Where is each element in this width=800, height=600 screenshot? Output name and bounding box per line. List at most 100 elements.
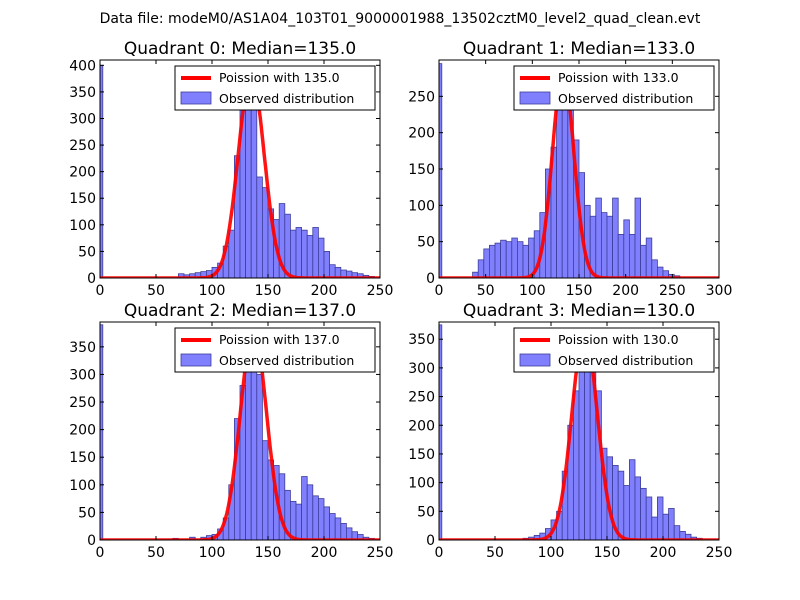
legend-bar-label: Observed distribution <box>219 91 354 106</box>
figure-suptitle: Data file: modeM0/AS1A04_103T01_90000019… <box>100 11 701 27</box>
histogram-bar <box>323 251 330 278</box>
x-tick-label: 100 <box>519 283 546 299</box>
legend-bar-swatch <box>180 353 212 367</box>
y-tick-label: 400 <box>69 58 96 74</box>
x-tick-label: 200 <box>311 545 338 561</box>
poisson-curve <box>100 328 380 540</box>
quadrant-panels: Quadrant 0: Median=135.0 0 50 100 150 200 250 0… <box>69 39 732 561</box>
y-tick-label: 200 <box>69 165 96 181</box>
legend-curve-label: Poission with 137.0 <box>219 332 340 347</box>
histogram-bar <box>329 513 336 540</box>
histogram-bar <box>573 390 580 540</box>
y-tick-label: 300 <box>408 361 435 377</box>
x-tick-label: 50 <box>477 283 495 299</box>
histogram-bar <box>662 513 669 540</box>
y-tick-label: 250 <box>408 89 435 105</box>
histogram-bar <box>100 324 104 540</box>
histogram-bar <box>345 527 353 540</box>
axes-frame <box>99 321 381 541</box>
y-tick-label: 350 <box>69 340 96 356</box>
y-tick-label: 50 <box>417 504 435 520</box>
histogram-bar <box>289 500 297 540</box>
histogram-bar <box>623 219 630 278</box>
histogram-bar <box>651 259 658 278</box>
y-tick-label: 0 <box>87 533 96 549</box>
quadrant-1-title: Quadrant 1: Median=133.0 <box>463 39 695 59</box>
histogram-bar <box>623 485 630 540</box>
histogram-bar <box>250 80 258 278</box>
y-tick-label: 250 <box>69 138 96 154</box>
plot-area <box>439 63 719 278</box>
histogram-bar <box>673 525 681 540</box>
poisson-curve <box>100 72 380 278</box>
histogram-bar <box>256 176 263 278</box>
histogram-bar <box>517 241 524 278</box>
y-tick-label: 100 <box>69 218 96 234</box>
y-tick-label: 100 <box>408 476 435 492</box>
legend-bar-label: Observed distribution <box>219 353 354 368</box>
y-tick-label: 200 <box>408 418 435 434</box>
y-tick-label: 150 <box>69 191 96 207</box>
poisson-curve <box>439 69 719 278</box>
histogram-bar <box>301 229 308 278</box>
histogram-bar <box>595 197 602 278</box>
histogram-bar <box>617 233 625 278</box>
y-tick-label: 300 <box>69 111 96 127</box>
x-tick-label: 200 <box>650 545 677 561</box>
histogram-bar <box>306 235 314 278</box>
histogram-bar <box>578 367 585 540</box>
histogram-bar <box>261 440 269 540</box>
y-tick-label: 100 <box>408 198 435 214</box>
histogram-bar <box>640 487 647 540</box>
x-tick-label: 250 <box>367 283 394 299</box>
y-tick-label: 150 <box>408 447 435 463</box>
quadrant-3-chart: Quadrant 3: Median=130.0 0 50 100 150 200 250 0… <box>408 301 732 561</box>
axes-frame <box>99 59 381 279</box>
x-tick-label: 250 <box>659 283 686 299</box>
histogram-bar <box>306 484 314 540</box>
histogram-bar <box>556 95 563 278</box>
histogram-bar <box>505 241 513 278</box>
quadrant-0-title: Quadrant 0: Median=135.0 <box>124 39 356 59</box>
x-tick-label: 150 <box>566 283 593 299</box>
histogram-bar <box>645 237 653 278</box>
x-tick-label: 0 <box>96 283 105 299</box>
histogram-bar <box>340 523 347 540</box>
x-tick-label: 150 <box>255 545 282 561</box>
histogram-bar <box>612 197 619 278</box>
x-tick-label: 300 <box>706 283 733 299</box>
histogram-bar <box>494 242 501 278</box>
x-tick-label: 200 <box>612 283 639 299</box>
y-tick-label: 0 <box>87 271 96 287</box>
legend: Poission with 133.0 Observed distribution <box>513 65 715 111</box>
legend-curve-label: Poission with 135.0 <box>219 70 340 85</box>
histogram-bar <box>329 264 336 278</box>
histogram-bar <box>295 503 302 540</box>
histogram-bar <box>256 374 263 540</box>
y-tick-label: 0 <box>426 533 435 549</box>
x-tick-label: 100 <box>199 283 226 299</box>
y-tick-label: 150 <box>408 162 435 178</box>
x-tick-label: 0 <box>96 545 105 561</box>
legend: Poission with 130.0 Observed distribution <box>513 327 715 373</box>
histogram-bar <box>477 259 485 278</box>
quadrant-3-title: Quadrant 3: Median=130.0 <box>463 301 695 321</box>
histogram-bar <box>500 239 507 278</box>
histogram-bar <box>601 212 608 278</box>
histogram-bar <box>634 476 641 540</box>
histogram-bar <box>651 516 658 540</box>
histogram-bar <box>301 476 308 540</box>
legend-curve-label: Poission with 130.0 <box>558 332 679 347</box>
x-tick-label: 0 <box>435 545 444 561</box>
histogram-bar <box>668 508 675 540</box>
plot-area <box>100 324 380 540</box>
histogram-bar <box>522 244 529 278</box>
y-tick-label: 50 <box>78 244 96 260</box>
histogram-bar <box>228 229 235 278</box>
x-tick-label: 50 <box>147 545 165 561</box>
legend-bar-swatch <box>519 91 551 105</box>
histogram-bar <box>617 470 625 540</box>
y-tick-label: 350 <box>408 332 435 348</box>
y-tick-label: 350 <box>69 85 96 101</box>
